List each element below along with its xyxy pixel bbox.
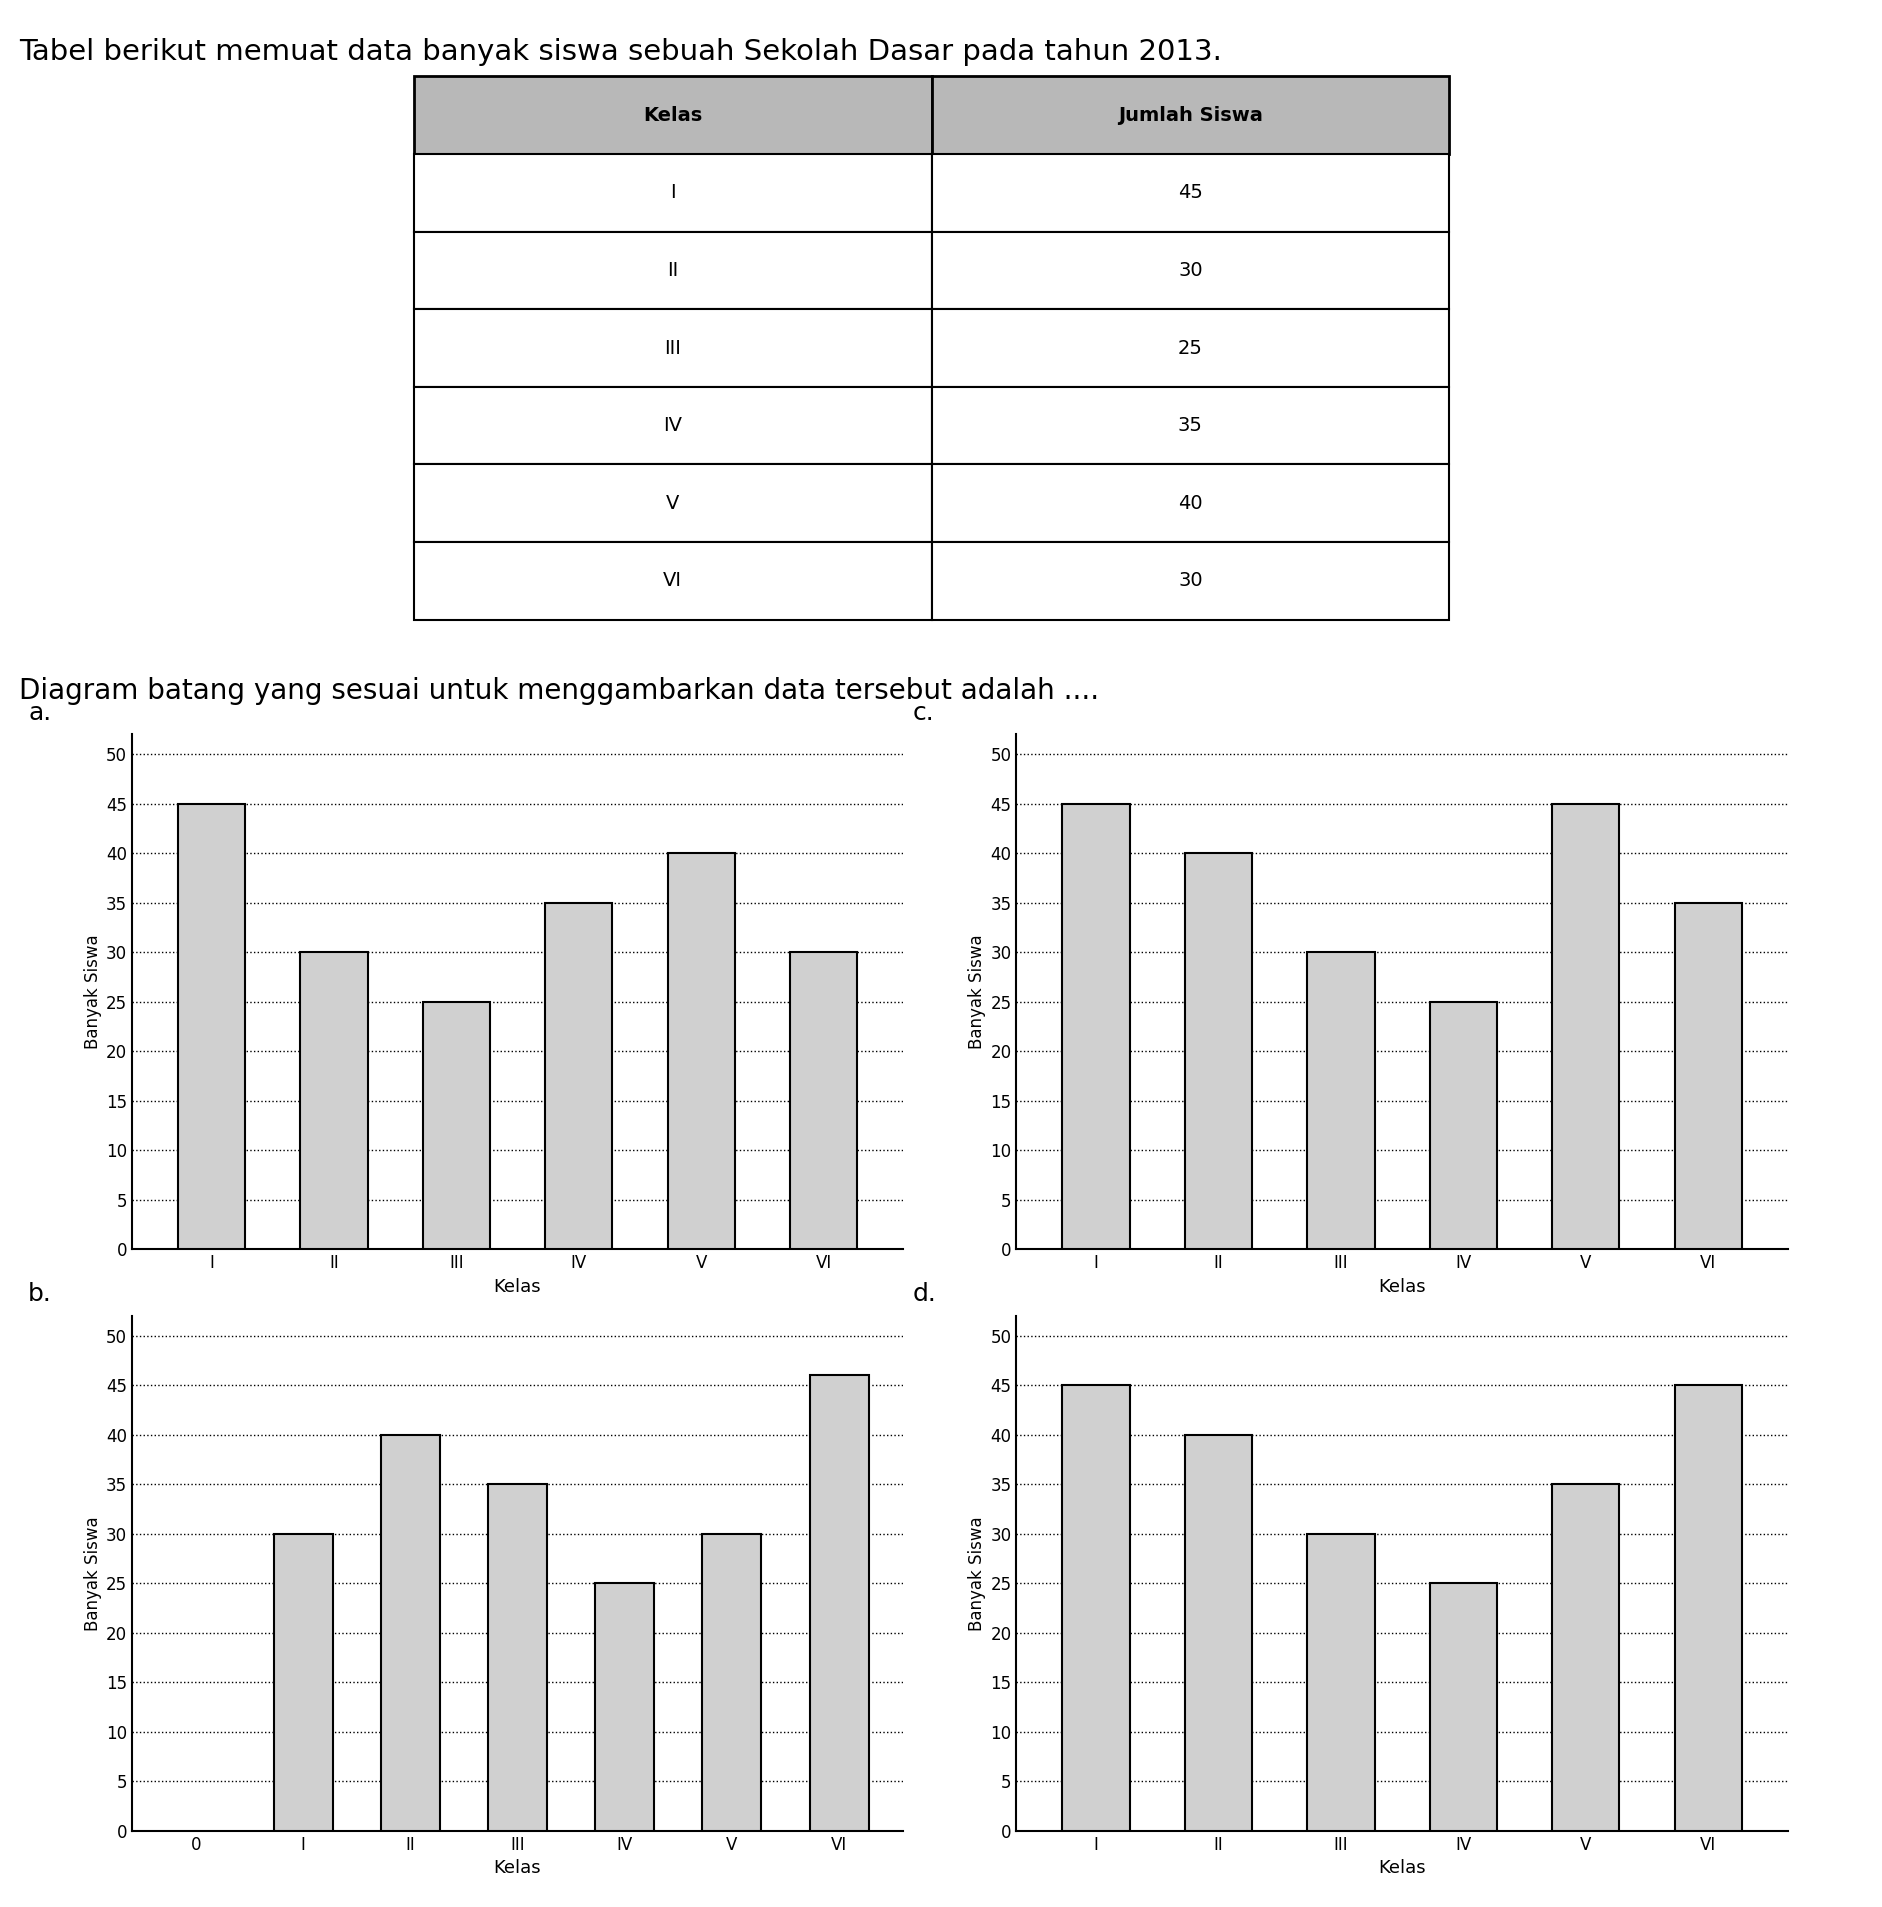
Text: c.: c. <box>913 700 935 725</box>
Bar <box>487 1484 548 1831</box>
Bar <box>1430 1583 1496 1831</box>
Bar <box>1061 1384 1129 1831</box>
Bar <box>668 852 736 1249</box>
Bar <box>595 1583 655 1831</box>
Y-axis label: Banyak Siswa: Banyak Siswa <box>83 934 102 1049</box>
X-axis label: Kelas: Kelas <box>493 1278 542 1295</box>
Bar <box>299 952 367 1249</box>
Bar <box>1061 803 1129 1249</box>
Bar <box>702 1533 762 1831</box>
Bar <box>380 1434 440 1831</box>
Bar <box>423 1001 489 1249</box>
Bar <box>546 902 612 1249</box>
Bar <box>1308 1533 1374 1831</box>
Y-axis label: Banyak Siswa: Banyak Siswa <box>967 934 986 1049</box>
Bar <box>1675 902 1743 1249</box>
Y-axis label: Banyak Siswa: Banyak Siswa <box>83 1516 102 1630</box>
Bar <box>1553 1484 1620 1831</box>
Text: Tabel berikut memuat data banyak siswa sebuah Sekolah Dasar pada tahun 2013.: Tabel berikut memuat data banyak siswa s… <box>19 38 1221 67</box>
Text: a.: a. <box>28 700 51 725</box>
X-axis label: Kelas: Kelas <box>1378 1278 1427 1295</box>
X-axis label: Kelas: Kelas <box>1378 1859 1427 1876</box>
Bar <box>809 1375 868 1831</box>
Bar <box>1430 1001 1496 1249</box>
Text: Diagram batang yang sesuai untuk menggambarkan data tersebut adalah ....: Diagram batang yang sesuai untuk menggam… <box>19 677 1099 706</box>
Bar <box>1675 1384 1743 1831</box>
Bar <box>1308 952 1374 1249</box>
Bar <box>1553 803 1620 1249</box>
Bar <box>1184 852 1252 1249</box>
Y-axis label: Banyak Siswa: Banyak Siswa <box>967 1516 986 1630</box>
Bar <box>273 1533 333 1831</box>
Bar <box>177 803 245 1249</box>
Text: d.: d. <box>913 1282 937 1306</box>
Bar <box>1184 1434 1252 1831</box>
Bar <box>790 952 858 1249</box>
Text: b.: b. <box>28 1282 53 1306</box>
X-axis label: Kelas: Kelas <box>493 1859 542 1876</box>
